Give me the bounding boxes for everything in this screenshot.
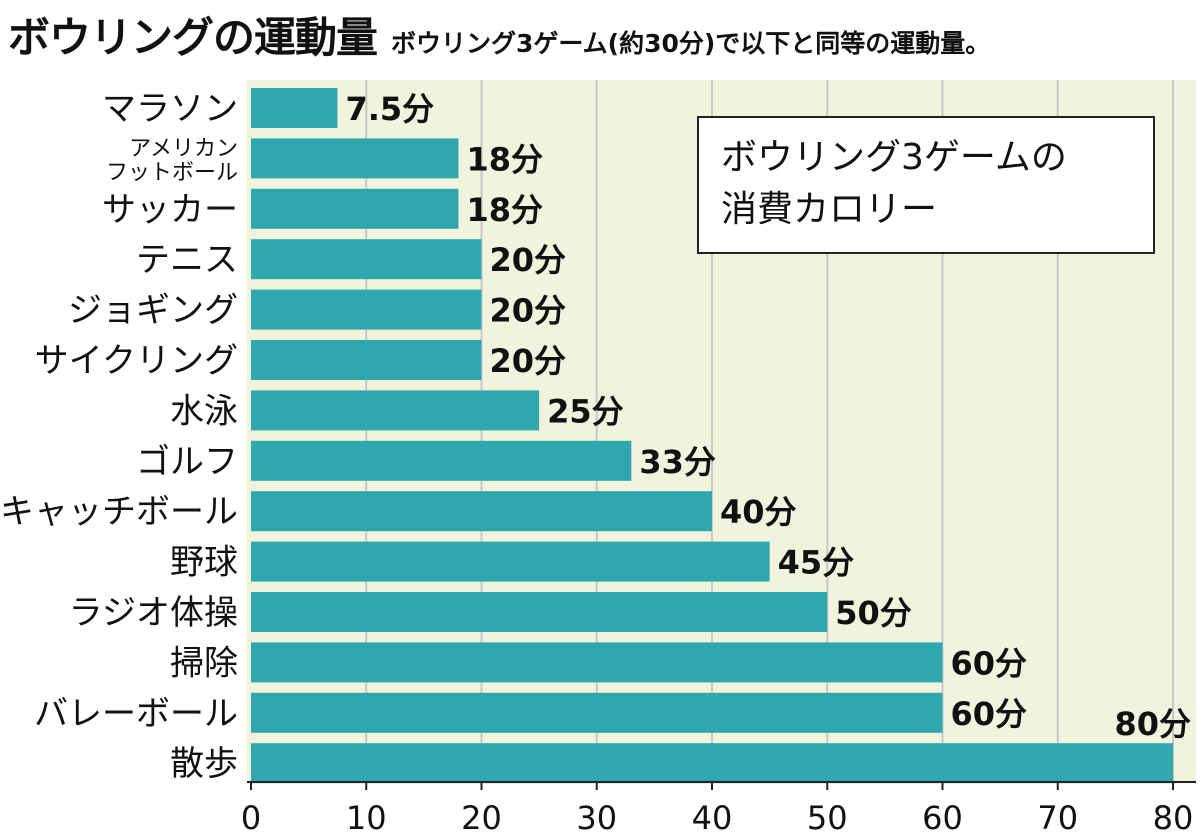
bar [251, 188, 459, 229]
bar [251, 491, 712, 532]
category-label: テニス [136, 240, 238, 280]
x-tick-label: 60 [922, 799, 963, 837]
x-tick-label: 0 [241, 799, 261, 837]
value-label: 60分 [951, 644, 1028, 682]
category-label: 野球 [170, 543, 238, 583]
x-tick-label: 50 [807, 799, 848, 837]
chart-title: ボウリングの運動量 [8, 13, 378, 62]
bar [251, 642, 943, 683]
bar [251, 340, 482, 380]
chart-subtitle: ボウリング3ゲーム(約30分)で以下と同等の運動量。 [391, 29, 991, 58]
value-label: 20分 [490, 241, 567, 279]
value-label: 7.5分 [345, 90, 434, 128]
category-label: フットボール [106, 160, 238, 185]
category-label: サイクリング [35, 341, 238, 381]
value-label: 20分 [490, 292, 567, 330]
category-label: 掃除 [170, 643, 238, 683]
value-label: 25分 [547, 392, 624, 430]
x-tick-label: 80 [1153, 799, 1194, 837]
category-labels: マラソンアメリカンフットボールサッカーテニスジョギングサイクリング水泳ゴルフキャ… [0, 89, 238, 784]
x-tick-label: 30 [576, 799, 617, 837]
bar [251, 88, 338, 128]
category-label: サッカー [102, 190, 238, 230]
info-box: ボウリング3ゲームの 消費カロリー [697, 116, 1155, 254]
x-tick-label: 40 [692, 799, 733, 837]
bar [251, 592, 828, 632]
category-label: ゴルフ [136, 442, 238, 482]
bar [251, 692, 943, 733]
bar [251, 440, 632, 481]
value-label: 45分 [778, 544, 855, 582]
bar [251, 743, 1173, 784]
value-label: 50分 [835, 594, 912, 632]
category-label: 散歩 [170, 744, 238, 784]
category-label: アメリカン [129, 136, 238, 161]
category-label: キャッチボール [0, 492, 238, 532]
value-label: 18分 [466, 191, 543, 229]
bar [251, 289, 482, 330]
x-tick-label: 20 [461, 799, 502, 837]
category-label: ラジオ体操 [69, 593, 238, 633]
bars [251, 88, 1173, 784]
value-label: 18分 [466, 140, 543, 178]
info-box-line-1: ボウリング3ゲームの [721, 137, 1067, 178]
bar [251, 239, 482, 280]
value-label: 33分 [639, 443, 716, 481]
value-label: 40分 [720, 493, 797, 531]
category-label: マラソン [102, 89, 238, 129]
info-box-line-2: 消費カロリー [721, 189, 938, 230]
category-label: ジョギング [68, 291, 238, 331]
bar [251, 138, 459, 179]
title-row: ボウリングの運動量 ボウリング3ゲーム(約30分)で以下と同等の運動量。 [8, 4, 1196, 72]
value-label: 20分 [490, 342, 567, 380]
bar [251, 390, 540, 431]
category-label: 水泳 [170, 391, 238, 431]
bar [251, 541, 770, 582]
x-axis-ticks: 0 10 20 30 40 50 60 70 80 [241, 782, 1194, 837]
x-tick-label: 10 [346, 799, 387, 837]
value-label: 60分 [951, 695, 1028, 733]
category-label: バレーボール [34, 694, 238, 734]
value-label: 80分 [1114, 705, 1191, 743]
x-tick-label: 70 [1037, 799, 1078, 837]
